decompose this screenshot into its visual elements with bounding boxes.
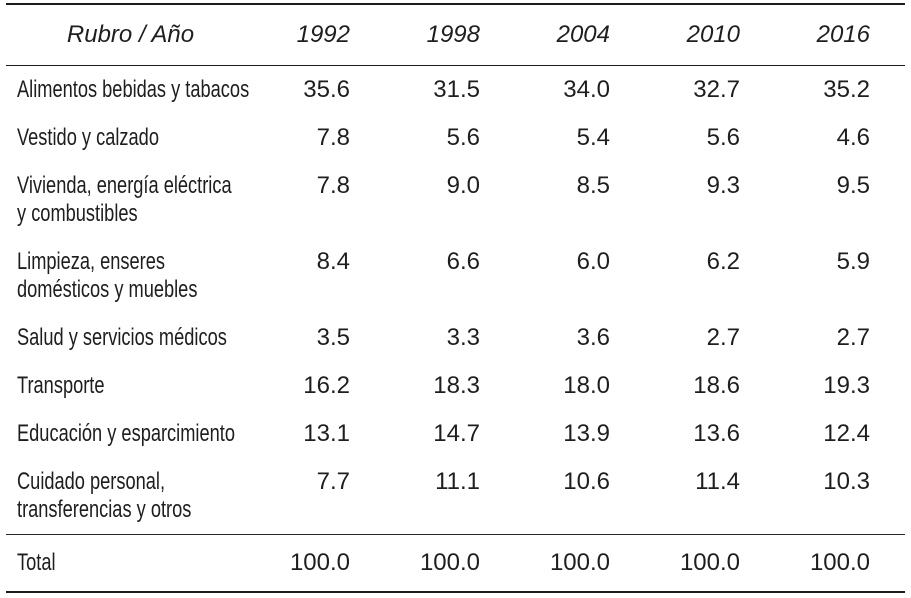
row-label: Vestido y calzado — [17, 124, 159, 151]
cell-value: 13.9 — [563, 420, 610, 447]
rubro-year-header: Rubro / Año — [66, 21, 195, 48]
cell-value: 7.7 — [316, 468, 350, 495]
table-row-vivienda: Vivienda, energía eléctrica y combustibl… — [6, 162, 905, 238]
cell-value: 2.7 — [836, 324, 870, 351]
year-header-2004: 2004 — [515, 4, 645, 66]
header-row: Rubro / Año 1992 1998 2004 2010 2016 — [6, 4, 905, 66]
cell-value: 4.6 — [836, 124, 870, 151]
row-label-cell: Salud y servicios médicos — [6, 314, 255, 362]
row-label: Alimentos bebidas y tabacos — [17, 76, 250, 103]
cell-value: 3.3 — [446, 324, 480, 351]
cell-value: 5.6 — [446, 124, 480, 151]
cell-value: 6.2 — [706, 248, 740, 275]
cell-value: 31.5 — [433, 76, 480, 103]
cell-value: 6.6 — [446, 248, 480, 275]
table-row-limpieza: Limpieza, enseres domésticos y muebles 8… — [6, 238, 905, 314]
cell-value: 35.6 — [303, 76, 350, 103]
row-label: Vivienda, energía eléctrica y combustibl… — [17, 172, 232, 227]
cell-value: 5.4 — [576, 124, 610, 151]
cell-value: 2.7 — [706, 324, 740, 351]
cell-value: 32.7 — [693, 76, 740, 103]
table-body: Alimentos bebidas y tabacos 35.6 31.5 34… — [6, 66, 905, 592]
row-label: Educación y esparcimiento — [17, 420, 235, 447]
cell-value: 12.4 — [823, 420, 870, 447]
total-value: 100.0 — [515, 534, 645, 592]
cell-value: 18.3 — [433, 372, 480, 399]
table-row-salud: Salud y servicios médicos 3.5 3.3 3.6 2.… — [6, 314, 905, 362]
year-header-1998: 1998 — [385, 4, 515, 66]
row-label-cell: Vivienda, energía eléctrica y combustibl… — [6, 162, 255, 238]
cell-value: 3.6 — [576, 324, 610, 351]
row-label: Limpieza, enseres domésticos y muebles — [17, 248, 198, 303]
table-header: Rubro / Año 1992 1998 2004 2010 2016 — [6, 4, 905, 66]
cell-value: 8.4 — [316, 248, 350, 275]
cell-value: 19.3 — [823, 372, 870, 399]
rubro-year-header-cell: Rubro / Año — [6, 4, 255, 66]
row-label-cell: Educación y esparcimiento — [6, 410, 255, 458]
row-label-cell: Vestido y calzado — [6, 114, 255, 162]
row-label-cell: Alimentos bebidas y tabacos — [6, 66, 255, 115]
cell-value: 9.5 — [836, 172, 870, 199]
year-header-1992: 1992 — [255, 4, 385, 66]
cell-value: 8.5 — [576, 172, 610, 199]
row-label-cell: Cuidado personal, transferencias y otros — [6, 458, 255, 535]
table-row-total: Total 100.0 100.0 100.0 100.0 100.0 — [6, 534, 905, 592]
total-value: 100.0 — [255, 534, 385, 592]
cell-value: 16.2 — [303, 372, 350, 399]
cell-value: 13.6 — [693, 420, 740, 447]
cell-value: 7.8 — [316, 172, 350, 199]
cell-value: 10.3 — [823, 468, 870, 495]
row-label: Transporte — [17, 372, 105, 399]
row-label: Salud y servicios médicos — [17, 324, 227, 351]
total-value: 100.0 — [775, 534, 905, 592]
cell-value: 5.6 — [706, 124, 740, 151]
total-value: 100.0 — [645, 534, 775, 592]
table-row-transporte: Transporte 16.2 18.3 18.0 18.6 19.3 — [6, 362, 905, 410]
row-label: Cuidado personal, transferencias y otros — [17, 468, 192, 523]
cell-value: 34.0 — [563, 76, 610, 103]
table-row-educacion: Educación y esparcimiento 13.1 14.7 13.9… — [6, 410, 905, 458]
table-row-cuidado: Cuidado personal, transferencias y otros… — [6, 458, 905, 535]
row-label-cell: Limpieza, enseres domésticos y muebles — [6, 238, 255, 314]
cell-value: 18.6 — [693, 372, 740, 399]
cell-value: 14.7 — [433, 420, 480, 447]
cell-value: 9.3 — [706, 172, 740, 199]
cell-value: 35.2 — [823, 76, 870, 103]
cell-value: 11.4 — [695, 468, 740, 495]
cell-value: 13.1 — [303, 420, 350, 447]
total-label-cell: Total — [6, 534, 255, 592]
cell-value: 3.5 — [316, 324, 350, 351]
cell-value: 6.0 — [576, 248, 610, 275]
year-header-2010: 2010 — [645, 4, 775, 66]
table-row-vestido: Vestido y calzado 7.8 5.6 5.4 5.6 4.6 — [6, 114, 905, 162]
total-value: 100.0 — [385, 534, 515, 592]
cell-value: 10.6 — [563, 468, 610, 495]
cell-value: 9.0 — [446, 172, 480, 199]
row-label-cell: Transporte — [6, 362, 255, 410]
expenditure-table: Rubro / Año 1992 1998 2004 2010 2016 Ali… — [6, 3, 905, 593]
cell-value: 11.1 — [435, 468, 480, 495]
cell-value: 5.9 — [836, 248, 870, 275]
table-row-alimentos: Alimentos bebidas y tabacos 35.6 31.5 34… — [6, 66, 905, 115]
total-label: Total — [17, 549, 56, 576]
year-header-2016: 2016 — [775, 4, 905, 66]
cell-value: 7.8 — [316, 124, 350, 151]
cell-value: 18.0 — [563, 372, 610, 399]
